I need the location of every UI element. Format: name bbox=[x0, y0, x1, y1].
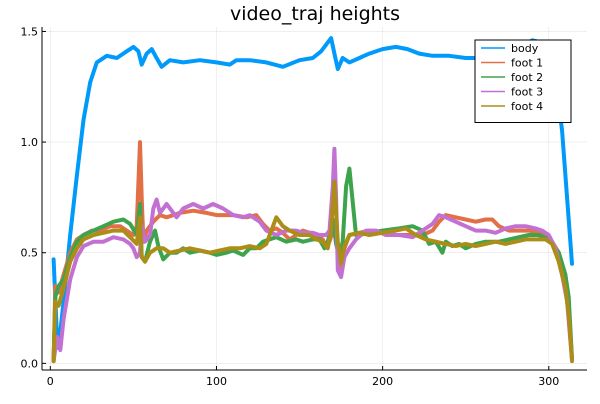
axes: 0 100 200 300 0.0 0.5 1.0 1.5 bbox=[21, 25, 587, 388]
legend-label-foot-4: foot 4 bbox=[511, 100, 543, 113]
series-line-foot-4 bbox=[51, 179, 574, 364]
y-tick-label: 0.0 bbox=[21, 357, 39, 370]
series-line-foot-2 bbox=[51, 166, 574, 364]
legend-box bbox=[474, 39, 572, 123]
chart-title: video_traj heights bbox=[230, 3, 400, 25]
legend-label-foot-2: foot 2 bbox=[511, 71, 543, 84]
x-tick-label: 200 bbox=[372, 375, 393, 388]
y-tick-label: 1.0 bbox=[21, 136, 39, 149]
legend-label-body: body bbox=[511, 42, 539, 55]
x-tick-label: 0 bbox=[47, 375, 54, 388]
legend-label-foot-1: foot 1 bbox=[511, 57, 543, 70]
series-line-foot-3 bbox=[51, 146, 574, 364]
y-tick-label: 1.5 bbox=[21, 25, 39, 38]
legend-label-foot-3: foot 3 bbox=[511, 86, 543, 99]
y-tick-label: 0.5 bbox=[21, 247, 39, 260]
series-line-foot-1 bbox=[51, 140, 574, 364]
x-tick-label: 100 bbox=[206, 375, 227, 388]
x-tick-label: 300 bbox=[538, 375, 559, 388]
